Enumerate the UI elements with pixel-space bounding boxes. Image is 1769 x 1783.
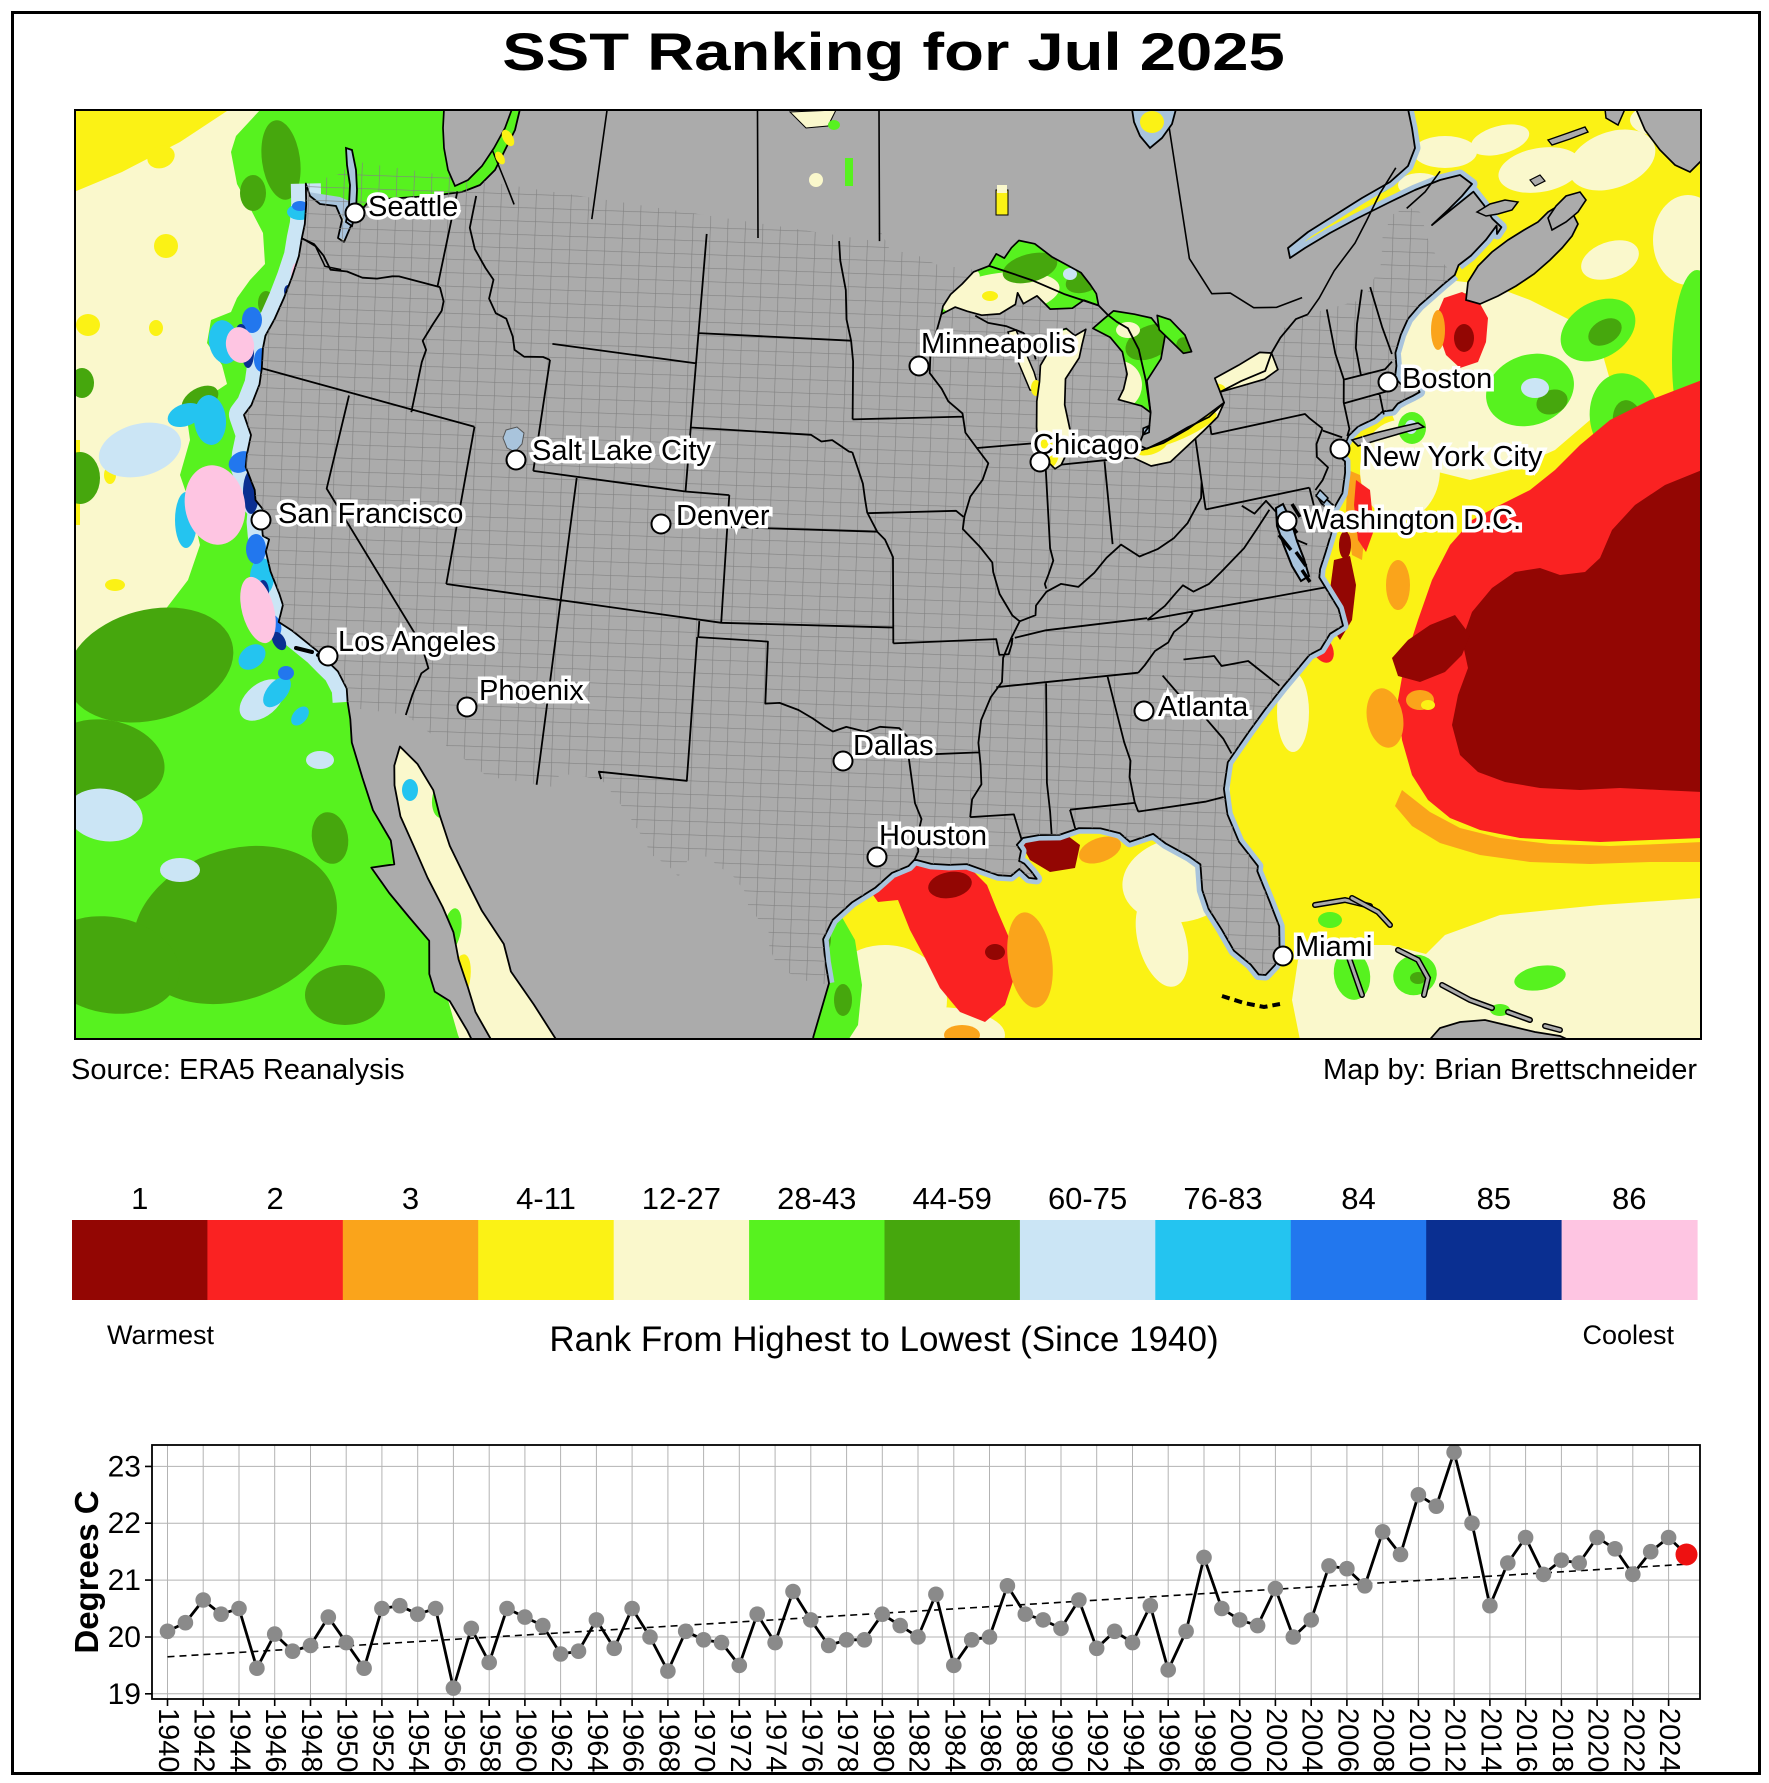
- svg-text:2006: 2006: [1331, 1708, 1363, 1773]
- svg-text:1956: 1956: [438, 1708, 470, 1773]
- svg-text:12-27: 12-27: [642, 1181, 721, 1216]
- svg-text:Minneapolis: Minneapolis: [921, 328, 1076, 360]
- svg-text:86: 86: [1612, 1181, 1646, 1216]
- svg-text:1980: 1980: [867, 1708, 899, 1773]
- svg-text:1990: 1990: [1046, 1708, 1078, 1773]
- svg-text:1976: 1976: [795, 1708, 827, 1773]
- svg-text:1970: 1970: [688, 1708, 720, 1773]
- svg-text:2022: 2022: [1617, 1708, 1649, 1773]
- svg-text:85: 85: [1477, 1181, 1511, 1216]
- svg-text:1942: 1942: [188, 1708, 220, 1773]
- svg-text:1988: 1988: [1010, 1708, 1042, 1773]
- svg-text:1998: 1998: [1189, 1708, 1221, 1773]
- svg-text:1958: 1958: [474, 1708, 506, 1773]
- svg-text:1968: 1968: [652, 1708, 684, 1773]
- svg-text:1962: 1962: [545, 1708, 577, 1773]
- svg-text:1964: 1964: [581, 1708, 613, 1773]
- svg-text:Coolest: Coolest: [1582, 1320, 1674, 1350]
- svg-text:1954: 1954: [402, 1708, 434, 1773]
- svg-text:2024: 2024: [1653, 1708, 1685, 1773]
- svg-text:Dallas: Dallas: [853, 730, 934, 762]
- svg-text:Houston: Houston: [879, 820, 987, 852]
- svg-text:4-11: 4-11: [516, 1181, 576, 1216]
- svg-text:New York City: New York City: [1362, 441, 1543, 473]
- svg-text:San Francisco: San Francisco: [278, 498, 463, 530]
- svg-text:44-59: 44-59: [913, 1181, 992, 1216]
- svg-text:Washington D.C.: Washington D.C.: [1303, 504, 1521, 536]
- svg-text:1946: 1946: [259, 1708, 291, 1773]
- svg-text:1992: 1992: [1081, 1708, 1113, 1773]
- svg-text:1944: 1944: [224, 1708, 256, 1773]
- svg-text:1996: 1996: [1153, 1708, 1185, 1773]
- svg-text:19: 19: [108, 1678, 141, 1711]
- svg-text:76-83: 76-83: [1183, 1181, 1262, 1216]
- svg-text:2004: 2004: [1296, 1708, 1328, 1773]
- svg-text:1974: 1974: [760, 1708, 792, 1773]
- svg-text:1966: 1966: [617, 1708, 649, 1773]
- svg-text:Salt Lake City: Salt Lake City: [532, 435, 711, 467]
- svg-text:1952: 1952: [366, 1708, 398, 1773]
- svg-text:Atlanta: Atlanta: [1158, 691, 1249, 723]
- svg-text:2: 2: [266, 1181, 283, 1216]
- svg-text:1960: 1960: [509, 1708, 541, 1773]
- svg-text:60-75: 60-75: [1048, 1181, 1127, 1216]
- svg-text:23: 23: [108, 1450, 141, 1483]
- svg-text:1984: 1984: [938, 1708, 970, 1773]
- svg-text:Chicago: Chicago: [1033, 429, 1139, 461]
- svg-text:20: 20: [108, 1621, 141, 1654]
- svg-text:1982: 1982: [903, 1708, 935, 1773]
- svg-text:2014: 2014: [1474, 1708, 1506, 1773]
- svg-text:2010: 2010: [1403, 1708, 1435, 1773]
- svg-text:84: 84: [1341, 1181, 1375, 1216]
- svg-text:1972: 1972: [724, 1708, 756, 1773]
- svg-text:1994: 1994: [1117, 1708, 1149, 1773]
- svg-text:22: 22: [108, 1507, 141, 1540]
- svg-text:1978: 1978: [831, 1708, 863, 1773]
- svg-text:Degrees C: Degrees C: [68, 1490, 105, 1653]
- svg-text:Miami: Miami: [1295, 931, 1372, 963]
- svg-text:3: 3: [402, 1181, 419, 1216]
- svg-text:2018: 2018: [1546, 1708, 1578, 1773]
- svg-text:2012: 2012: [1439, 1708, 1471, 1773]
- svg-text:Seattle: Seattle: [368, 191, 458, 223]
- svg-text:2016: 2016: [1510, 1708, 1542, 1773]
- svg-text:2002: 2002: [1260, 1708, 1292, 1773]
- svg-text:1940: 1940: [152, 1708, 184, 1773]
- svg-text:2008: 2008: [1367, 1708, 1399, 1773]
- svg-text:1: 1: [131, 1181, 148, 1216]
- svg-text:Los Angeles: Los Angeles: [338, 626, 496, 658]
- svg-text:Phoenix: Phoenix: [479, 675, 584, 707]
- svg-text:Rank From Highest to Lowest (S: Rank From Highest to Lowest (Since 1940): [549, 1320, 1218, 1359]
- svg-text:Warmest: Warmest: [107, 1320, 214, 1350]
- svg-text:2000: 2000: [1224, 1708, 1256, 1773]
- svg-text:1950: 1950: [331, 1708, 363, 1773]
- svg-text:28-43: 28-43: [777, 1181, 856, 1216]
- svg-text:Denver: Denver: [676, 500, 770, 532]
- svg-text:Boston: Boston: [1402, 363, 1492, 395]
- svg-text:1948: 1948: [295, 1708, 327, 1773]
- svg-text:2020: 2020: [1582, 1708, 1614, 1773]
- svg-text:21: 21: [108, 1564, 141, 1597]
- svg-text:1986: 1986: [974, 1708, 1006, 1773]
